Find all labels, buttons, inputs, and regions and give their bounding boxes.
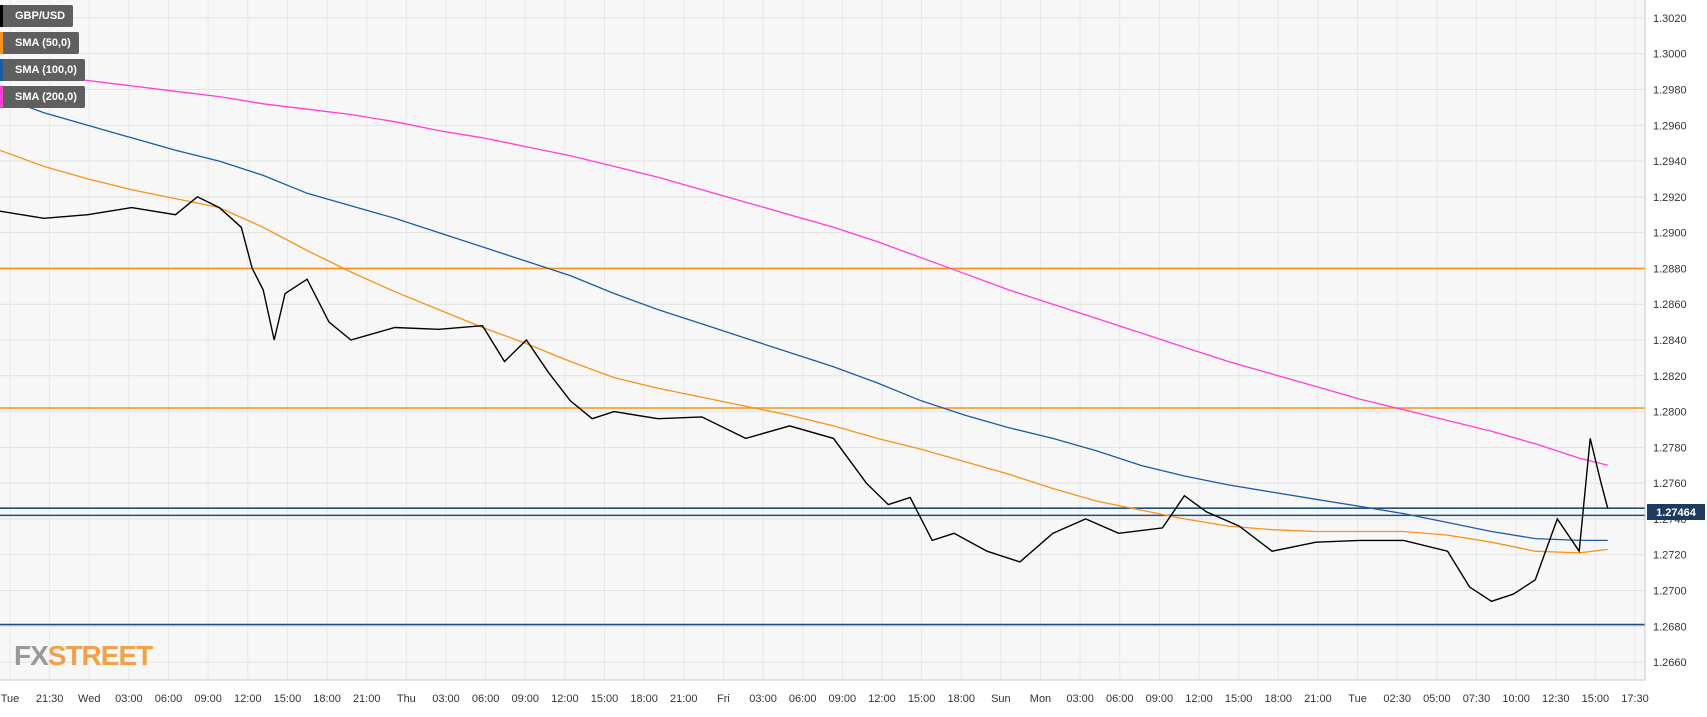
x-tick-label: 06:00 bbox=[155, 693, 183, 705]
x-tick-label: 05:00 bbox=[1423, 693, 1451, 705]
y-tick-label: 1.2700 bbox=[1653, 586, 1687, 598]
current-price-tag-bg bbox=[1647, 504, 1705, 520]
legend-sma-200-label: SMA (200,0) bbox=[15, 91, 77, 103]
x-tick-label: 09:00 bbox=[829, 693, 857, 705]
legend-sma-100-label: SMA (100,0) bbox=[15, 64, 77, 76]
current-price-tag: 1.27464 bbox=[1647, 504, 1705, 520]
y-tick-label: 1.2720 bbox=[1653, 550, 1687, 562]
chart-series bbox=[0, 69, 1609, 603]
x-tick-label: Tue bbox=[1, 693, 20, 705]
legend-sma-200-swatch bbox=[0, 86, 3, 108]
x-tick-label: 15:00 bbox=[1582, 693, 1610, 705]
x-tick-label: 09:00 bbox=[194, 693, 222, 705]
x-tick-label: 03:00 bbox=[432, 693, 460, 705]
series-line-sma-50-0 bbox=[0, 149, 1608, 554]
series-line-gbp-usd bbox=[0, 195, 1609, 603]
x-tick-label: 18:00 bbox=[630, 693, 658, 705]
x-tick-label: 15:00 bbox=[274, 693, 302, 705]
legend-sma-100-swatch bbox=[0, 59, 3, 81]
y-tick-label: 1.2900 bbox=[1653, 228, 1687, 240]
y-tick-label: 1.3000 bbox=[1653, 49, 1687, 61]
fxstreet-logo: FXSTREET bbox=[14, 640, 153, 672]
y-tick-label: 1.2980 bbox=[1653, 84, 1687, 96]
current-price-tag-label: 1.27464 bbox=[1656, 507, 1697, 519]
x-tick-label: 09:00 bbox=[511, 693, 539, 705]
x-axis-ticks: Tue 21:30 Wed 03:00 06:00 09:00 12:00 15:00 18:0… bbox=[1, 693, 1649, 705]
x-tick-label: 15:00 bbox=[1225, 693, 1253, 705]
x-tick-label: 18:00 bbox=[313, 693, 341, 705]
y-tick-label: 1.2760 bbox=[1653, 478, 1687, 490]
y-tick-label: 1.2860 bbox=[1653, 299, 1687, 311]
x-tick-label: 09:00 bbox=[1146, 693, 1174, 705]
x-tick-label: 21:00 bbox=[670, 693, 698, 705]
x-tick-label: 12:30 bbox=[1542, 693, 1570, 705]
x-tick-label: 02:30 bbox=[1383, 693, 1411, 705]
x-tick-label: 12:00 bbox=[868, 693, 896, 705]
y-tick-label: 1.2960 bbox=[1653, 120, 1687, 132]
x-tick-label: 06:00 bbox=[789, 693, 817, 705]
x-tick-label: 12:00 bbox=[551, 693, 579, 705]
x-tick-label: 21:00 bbox=[353, 693, 381, 705]
legend-sma-100[interactable]: SMA (100,0) bbox=[0, 59, 85, 81]
x-tick-label: Tue bbox=[1348, 693, 1367, 705]
x-tick-label: 03:00 bbox=[115, 693, 143, 705]
legend-sma-50-swatch bbox=[0, 32, 3, 54]
x-tick-label: 03:00 bbox=[1066, 693, 1094, 705]
y-tick-label: 1.2820 bbox=[1653, 371, 1687, 383]
series-line-sma-200-0 bbox=[0, 69, 1608, 466]
y-tick-label: 1.2920 bbox=[1653, 192, 1687, 204]
x-tick-label: Thu bbox=[397, 693, 416, 705]
y-tick-label: 1.2780 bbox=[1653, 442, 1687, 454]
y-tick-label: 1.2680 bbox=[1653, 621, 1687, 633]
legend-symbol-swatch bbox=[0, 5, 3, 27]
x-tick-label: Sun bbox=[991, 693, 1011, 705]
x-tick-label: 03:00 bbox=[749, 693, 777, 705]
logo-part-fx: FX bbox=[14, 640, 49, 671]
y-tick-label: 1.3020 bbox=[1653, 13, 1687, 25]
y-axis-ticks: 1.26601.26801.27001.27201.27401.27601.27… bbox=[1653, 13, 1687, 669]
y-tick-label: 1.2660 bbox=[1653, 657, 1687, 669]
x-tick-label: 10:00 bbox=[1502, 693, 1530, 705]
series-line-sma-100-0 bbox=[0, 95, 1608, 542]
x-tick-label: 21:30 bbox=[36, 693, 64, 705]
legend-sma-200[interactable]: SMA (200,0) bbox=[0, 86, 85, 108]
logo-part-street: STREET bbox=[47, 640, 153, 671]
y-tick-label: 1.2880 bbox=[1653, 263, 1687, 275]
y-tick-label: 1.2940 bbox=[1653, 156, 1687, 168]
x-tick-label: 17:30 bbox=[1621, 693, 1649, 705]
y-tick-label: 1.2800 bbox=[1653, 407, 1687, 419]
x-tick-label: 15:00 bbox=[591, 693, 619, 705]
x-tick-label: 12:00 bbox=[1185, 693, 1213, 705]
legend-sma-50[interactable]: SMA (50,0) bbox=[0, 32, 79, 54]
y-tick-label: 1.2840 bbox=[1653, 335, 1687, 347]
x-tick-label: 12:00 bbox=[234, 693, 262, 705]
legend-symbol[interactable]: GBP/USD bbox=[0, 5, 74, 27]
x-tick-label: 07:30 bbox=[1463, 693, 1491, 705]
x-tick-label: Fri bbox=[717, 693, 730, 705]
chart-grid bbox=[0, 0, 1645, 680]
x-tick-label: 21:00 bbox=[1304, 693, 1332, 705]
legend-sma-50-label: SMA (50,0) bbox=[15, 37, 71, 49]
x-tick-label: 18:00 bbox=[1265, 693, 1293, 705]
x-tick-label: 15:00 bbox=[908, 693, 936, 705]
legend-symbol-label: GBP/USD bbox=[15, 10, 66, 22]
x-tick-label: 18:00 bbox=[947, 693, 975, 705]
x-tick-label: 06:00 bbox=[472, 693, 500, 705]
x-tick-label: Wed bbox=[78, 693, 100, 705]
x-tick-label: Mon bbox=[1030, 693, 1051, 705]
x-tick-label: 06:00 bbox=[1106, 693, 1134, 705]
